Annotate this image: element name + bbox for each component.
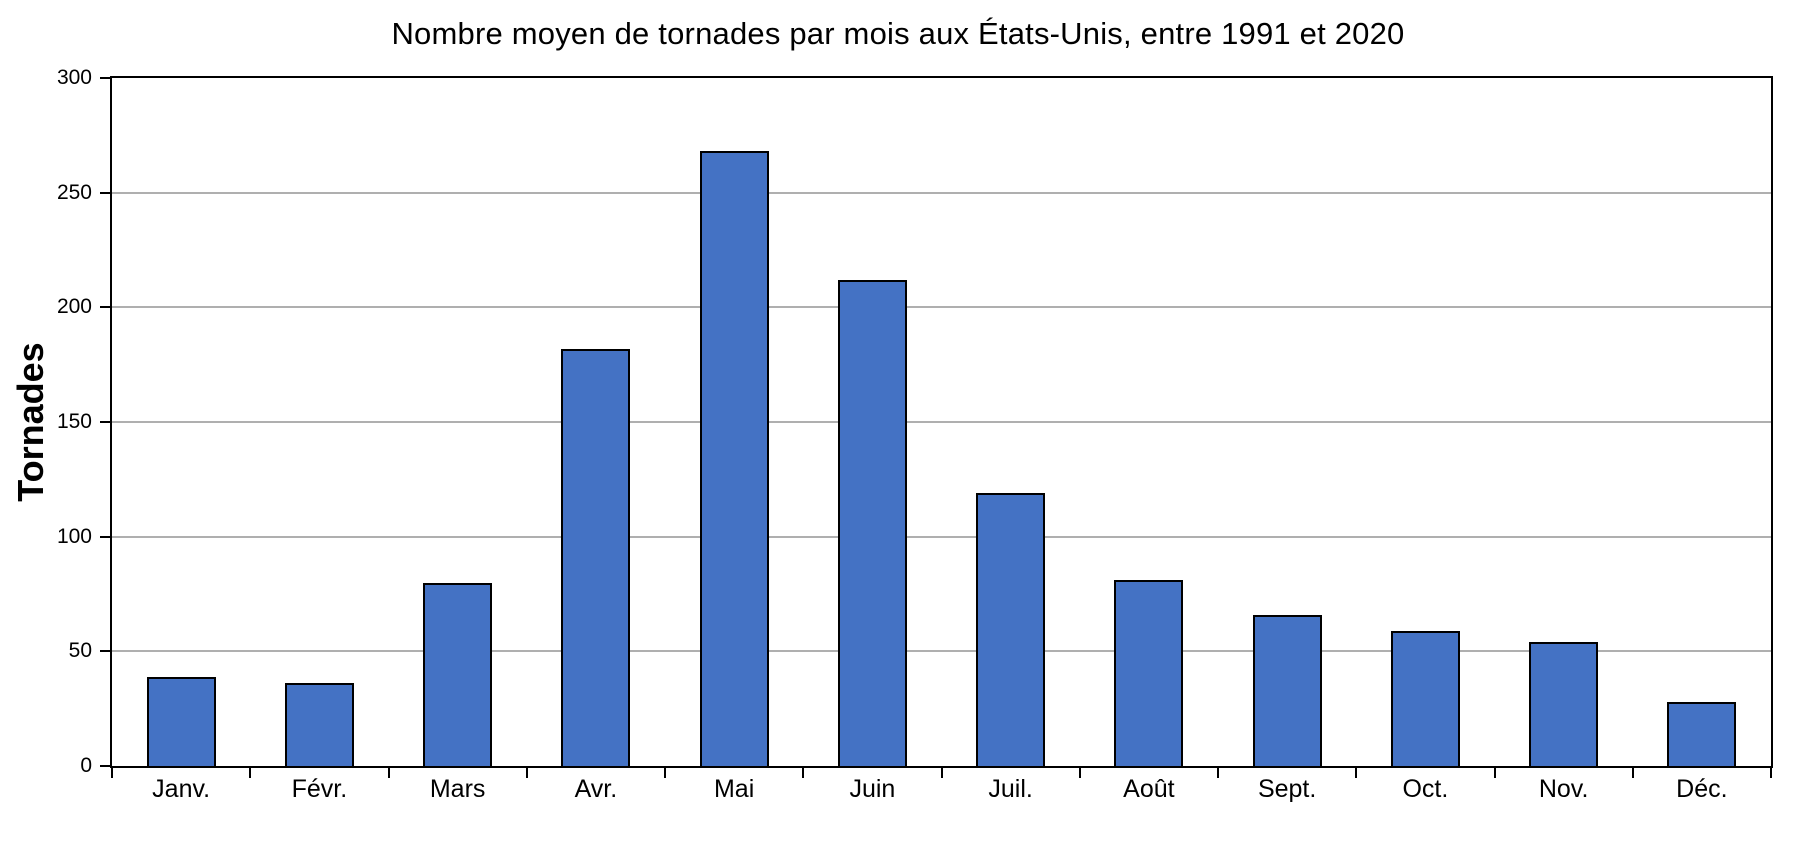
x-axis-tick xyxy=(940,768,943,778)
y-axis-tick xyxy=(100,765,110,767)
y-tick-label: 0 xyxy=(80,754,92,777)
x-axis-tick xyxy=(664,768,666,778)
gridline xyxy=(112,421,1771,423)
x-tick-label: Avr. xyxy=(574,775,618,803)
bar-dc xyxy=(1667,701,1737,766)
x-axis-tick xyxy=(1078,768,1081,778)
y-tick-label: 50 xyxy=(68,639,92,663)
x-axis-tick xyxy=(387,768,390,778)
x-tick-label: Août xyxy=(1123,775,1175,803)
x-tick-label: Sept. xyxy=(1257,775,1317,803)
gridline xyxy=(112,306,1771,309)
bar-oct xyxy=(1390,630,1460,766)
y-axis-tick xyxy=(100,191,110,194)
y-tick-label: 300 xyxy=(56,66,92,89)
y-tick-label: 250 xyxy=(56,180,92,204)
x-axis-tick xyxy=(111,768,113,778)
y-axis-tick xyxy=(100,535,110,538)
y-tick-label: 100 xyxy=(56,524,92,548)
bar-juil xyxy=(976,493,1046,766)
x-axis-tick xyxy=(1770,768,1772,778)
x-tick-label: Déc. xyxy=(1676,775,1728,803)
x-axis-tick xyxy=(1493,768,1496,778)
x-tick-label: Oct. xyxy=(1402,775,1449,803)
x-tick-label: Juil. xyxy=(988,775,1033,803)
x-tick-label: Nov. xyxy=(1538,775,1589,803)
bar-avr xyxy=(561,348,631,766)
y-axis-tick xyxy=(100,77,110,79)
plot-area: 0 50 100 150 200 250 300 Janv. Févr. Mars Avr. Mai J… xyxy=(57,66,1773,803)
x-axis-tick xyxy=(249,768,252,778)
bar-fvr xyxy=(284,683,354,766)
bar-sept xyxy=(1252,614,1322,766)
bar-aot xyxy=(1114,580,1184,766)
bar-janv xyxy=(146,676,216,766)
x-axis-tick xyxy=(802,768,805,778)
chart-title: Nombre moyen de tornades par mois aux Ét… xyxy=(391,16,1405,51)
gridline xyxy=(112,191,1771,194)
bar-mai xyxy=(699,151,769,766)
x-axis-tick xyxy=(1217,768,1219,778)
x-axis-tick xyxy=(1631,768,1634,778)
bar-nov xyxy=(1529,642,1599,766)
x-axis-tick xyxy=(1355,768,1358,778)
x-tick-label: Juin xyxy=(849,775,896,803)
gridline xyxy=(112,535,1771,538)
y-axis-tick xyxy=(100,650,110,653)
x-tick-label: Mai xyxy=(713,775,755,803)
y-axis-tick xyxy=(100,306,110,309)
bar-juin xyxy=(837,279,907,766)
bar-mars xyxy=(423,582,493,766)
y-axis-tick xyxy=(100,421,110,423)
x-tick-label: Mars xyxy=(429,775,486,803)
y-tick-label: 200 xyxy=(56,295,92,319)
x-tick-label: Janv. xyxy=(152,775,211,803)
y-tick-label: 150 xyxy=(56,410,92,433)
gridline xyxy=(112,650,1771,653)
x-axis-tick xyxy=(525,768,528,778)
x-tick-label: Févr. xyxy=(291,775,348,803)
